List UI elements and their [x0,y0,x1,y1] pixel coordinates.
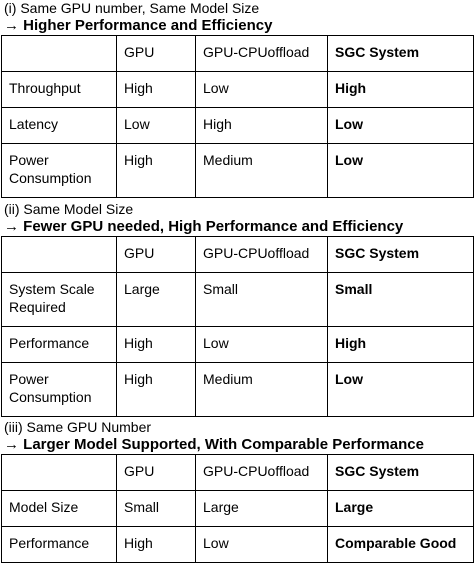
cell-gpu: High [116,526,196,563]
header-cell-gpu: GPU [116,236,196,273]
cell-gpu: High [116,71,196,108]
header-cell-offload: GPU-CPUoffload [195,454,328,491]
header-cell-offload: GPU-CPUoffload [195,35,328,72]
section-subtitle: (i) Same GPU number, Same Model Size [4,0,260,16]
comparison-table: GPU GPU-CPUoffload SGC System Model Size… [1,454,474,563]
section-1: (i) Same GPU number, Same Model Size → H… [0,0,474,198]
cell-gpu: High [116,143,196,198]
table-header-row: GPU GPU-CPUoffload SGC System [1,236,474,273]
row-label: Power Consumption [1,362,117,417]
cell-gpu: Small [116,490,196,527]
section-subtitle: (iii) Same GPU Number [4,419,152,435]
table-row: Performance High Low Comparable Good [1,526,474,563]
header-cell-sgc: SGC System [327,454,474,491]
row-label: System Scale Required [1,272,117,327]
cell-sgc: Low [327,143,474,198]
header-cell-empty [1,35,117,72]
cell-gpu: Large [116,272,196,327]
cell-sgc: High [327,71,474,108]
cell-sgc: High [327,326,474,363]
row-label: Performance [1,526,117,563]
cell-offload: Low [195,526,328,563]
row-label: Power Consumption [1,143,117,198]
cell-offload: Large [195,490,328,527]
row-label: Performance [1,326,117,363]
section-2: (ii) Same Model Size → Fewer GPU needed,… [0,201,474,417]
cell-offload: Low [195,326,328,363]
table-header-row: GPU GPU-CPUoffload SGC System [1,454,474,491]
cell-sgc: Large [327,490,474,527]
comparison-table: GPU GPU-CPUoffload SGC System Throughput… [1,35,474,198]
row-label: Latency [1,107,117,144]
header-cell-offload: GPU-CPUoffload [195,236,328,273]
cell-offload: Medium [195,143,328,198]
cell-sgc: Small [327,272,474,327]
cell-gpu: High [116,326,196,363]
table-row: Performance High Low High [1,326,474,363]
section-headline: → Fewer GPU needed, High Performance and… [4,218,404,235]
row-label: Throughput [1,71,117,108]
table-row: Power Consumption High Medium Low [1,362,474,417]
section-3: (iii) Same GPU Number → Larger Model Sup… [0,419,474,563]
table-row: Latency Low High Low [1,107,474,144]
table-header-row: GPU GPU-CPUoffload SGC System [1,35,474,72]
cell-sgc: Low [327,107,474,144]
table-row: Power Consumption High Medium Low [1,143,474,198]
cell-offload: High [195,107,328,144]
section-headline: → Higher Performance and Efficiency [4,17,273,34]
cell-sgc: Low [327,362,474,417]
section-headline: → Larger Model Supported, With Comparabl… [4,436,424,453]
header-cell-sgc: SGC System [327,236,474,273]
header-cell-gpu: GPU [116,454,196,491]
section-subtitle: (ii) Same Model Size [4,201,134,217]
table-row: System Scale Required Large Small Small [1,272,474,327]
row-label: Model Size [1,490,117,527]
cell-offload: Small [195,272,328,327]
table-row: Model Size Small Large Large [1,490,474,527]
header-cell-empty [1,236,117,273]
table-row: Throughput High Low High [1,71,474,108]
header-cell-gpu: GPU [116,35,196,72]
cell-gpu: High [116,362,196,417]
comparison-table: GPU GPU-CPUoffload SGC System System Sca… [1,236,474,417]
cell-gpu: Low [116,107,196,144]
header-cell-sgc: SGC System [327,35,474,72]
cell-offload: Medium [195,362,328,417]
header-cell-empty [1,454,117,491]
cell-sgc: Comparable Good [327,526,474,563]
cell-offload: Low [195,71,328,108]
